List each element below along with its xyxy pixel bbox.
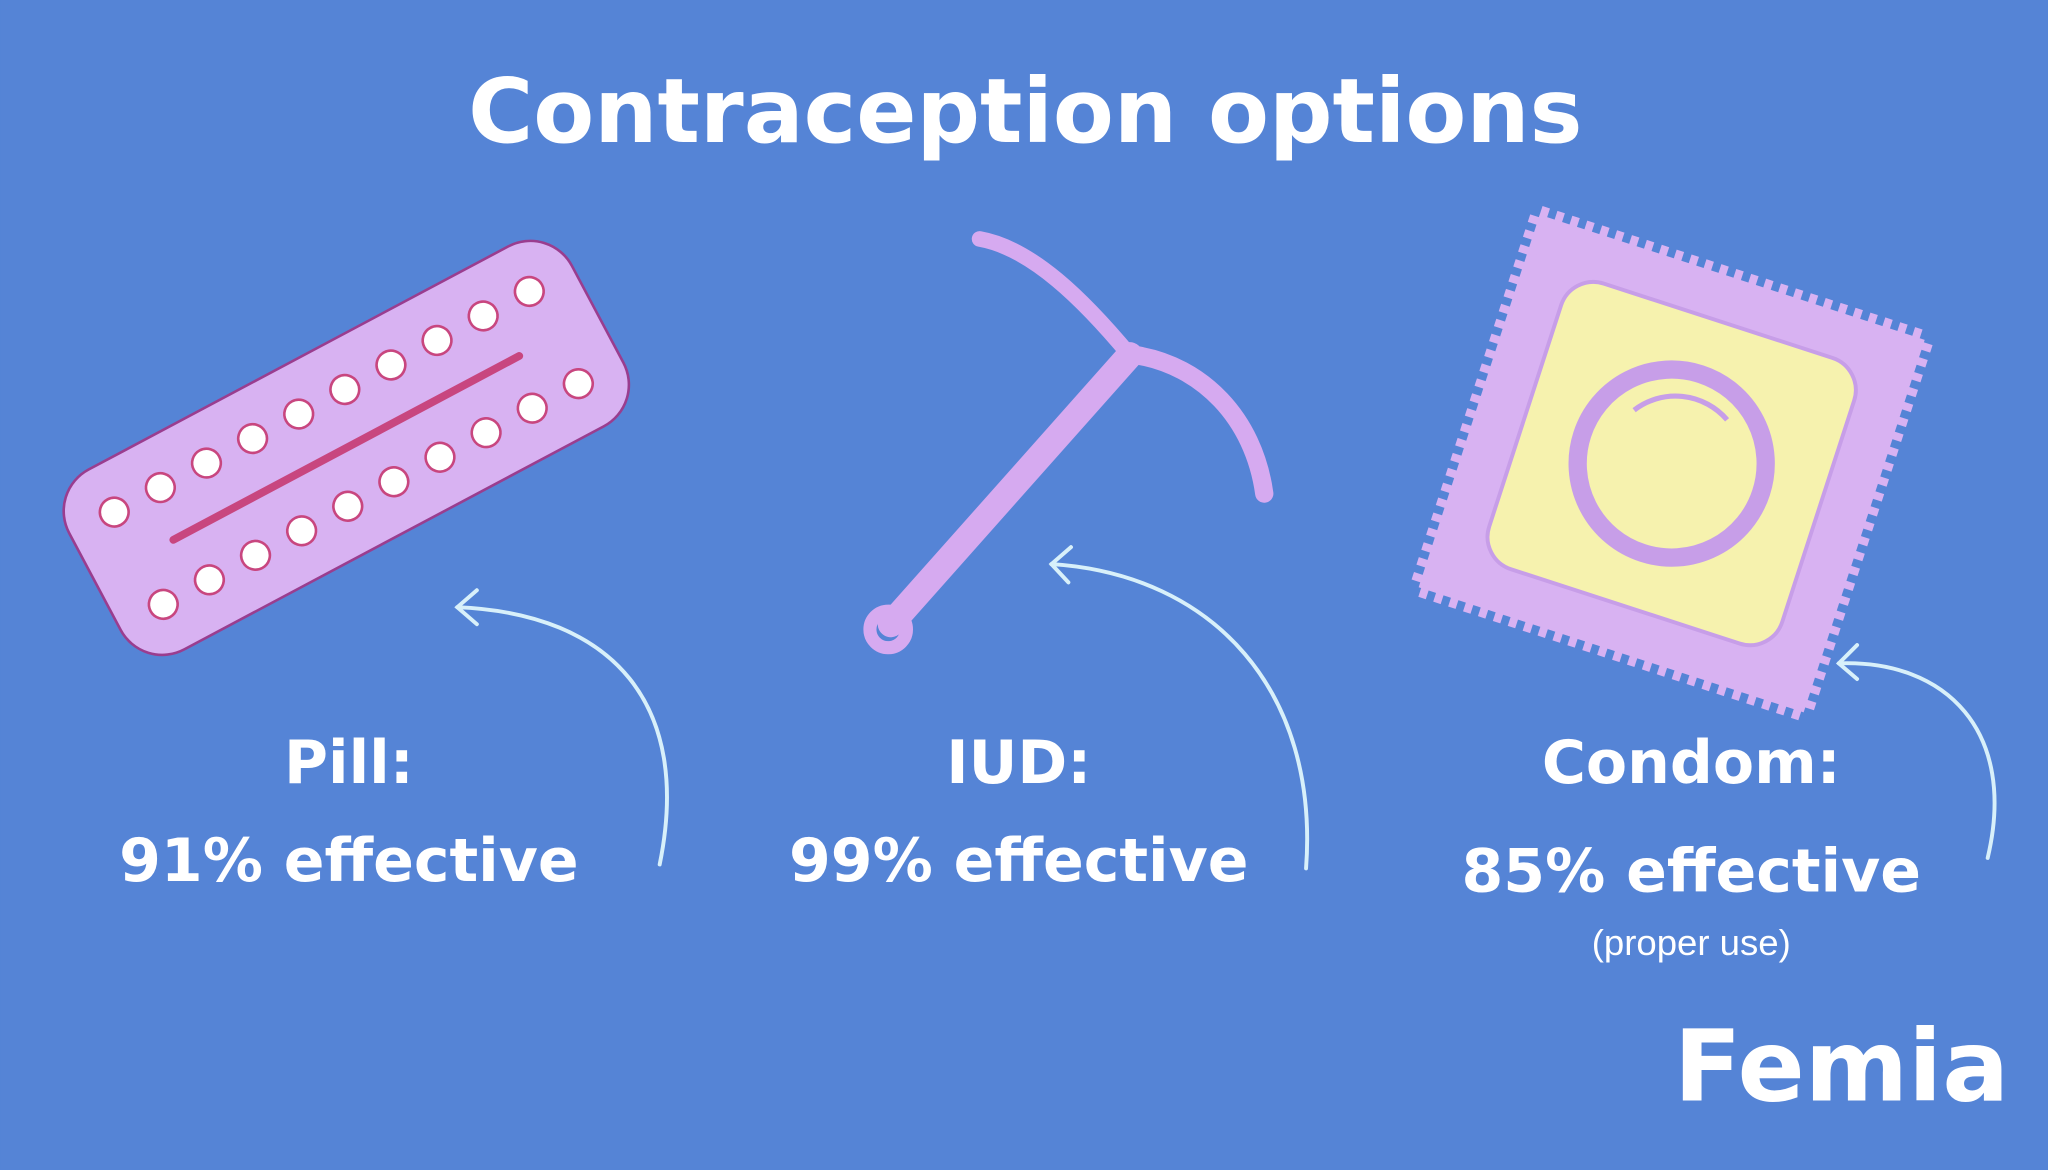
item-label: Pill: <box>284 728 414 798</box>
pill <box>144 471 177 504</box>
pill <box>470 417 502 449</box>
item-label: Condom: <box>1542 728 1841 798</box>
pill <box>98 496 130 528</box>
pill <box>424 441 456 473</box>
pill <box>375 349 407 381</box>
pill <box>190 447 223 479</box>
condom-package <box>1407 203 1937 724</box>
item-label: IUD: <box>946 728 1091 798</box>
pill <box>516 392 548 424</box>
brand: Femia <box>1674 1010 2009 1125</box>
iud <box>863 231 1274 655</box>
item-effectiveness: 85% effective <box>1462 836 1921 906</box>
pill <box>513 275 545 308</box>
pill <box>193 564 226 596</box>
pill <box>329 373 361 406</box>
item-note: (proper use) <box>1592 922 1791 963</box>
pill <box>421 324 453 357</box>
pill <box>332 490 364 522</box>
item-effectiveness: 99% effective <box>789 826 1248 896</box>
arrows <box>454 545 1997 871</box>
pill <box>378 466 410 498</box>
pill <box>467 300 499 332</box>
pill <box>562 367 595 400</box>
title: Contraception options <box>468 60 1582 163</box>
item-effectiveness: 91% effective <box>119 826 578 896</box>
pill-pack <box>62 239 631 657</box>
pill <box>239 539 272 571</box>
pill <box>236 422 269 455</box>
pill <box>147 588 179 621</box>
pill <box>285 515 318 547</box>
pill <box>283 398 315 430</box>
